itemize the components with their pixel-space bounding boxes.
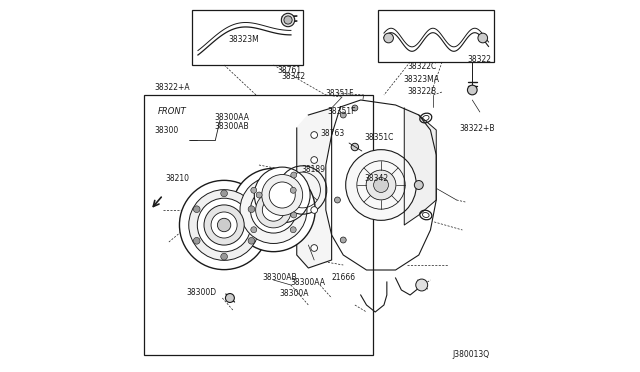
Text: 38300: 38300 — [154, 126, 179, 135]
Circle shape — [248, 206, 255, 212]
Circle shape — [384, 33, 394, 43]
Bar — [192, 10, 303, 65]
Circle shape — [269, 182, 295, 208]
Polygon shape — [297, 108, 332, 268]
Circle shape — [335, 197, 340, 203]
Circle shape — [414, 180, 423, 189]
Circle shape — [467, 85, 477, 95]
Text: 38322B: 38322B — [408, 87, 436, 96]
Circle shape — [351, 143, 358, 151]
Text: 38351C: 38351C — [365, 133, 394, 142]
Text: 38322+B: 38322+B — [460, 124, 495, 133]
Circle shape — [197, 198, 251, 252]
Text: 38763: 38763 — [320, 129, 344, 138]
Text: FRONT: FRONT — [158, 107, 187, 116]
Circle shape — [211, 212, 237, 238]
Text: 38300AB: 38300AB — [262, 273, 297, 282]
Circle shape — [218, 218, 231, 232]
Circle shape — [232, 169, 315, 252]
Circle shape — [221, 190, 227, 197]
Circle shape — [291, 212, 297, 218]
Text: 38761: 38761 — [277, 66, 301, 75]
Circle shape — [340, 112, 346, 118]
Circle shape — [366, 170, 396, 200]
Circle shape — [251, 187, 257, 193]
Text: 38323MA: 38323MA — [404, 76, 440, 84]
Circle shape — [291, 227, 296, 233]
Text: 38322: 38322 — [467, 55, 491, 64]
Text: 38300AA: 38300AA — [214, 113, 249, 122]
Circle shape — [291, 187, 296, 193]
Circle shape — [311, 132, 317, 138]
Circle shape — [311, 207, 317, 214]
Text: J380013Q: J380013Q — [452, 350, 489, 359]
Circle shape — [291, 172, 297, 178]
Circle shape — [340, 237, 346, 243]
Text: 38300A: 38300A — [279, 289, 308, 298]
Text: 21666: 21666 — [331, 273, 355, 282]
Circle shape — [311, 245, 317, 251]
Circle shape — [225, 294, 234, 302]
Circle shape — [193, 206, 200, 212]
Circle shape — [262, 174, 303, 215]
Circle shape — [352, 105, 358, 111]
Circle shape — [251, 227, 257, 233]
Circle shape — [256, 192, 262, 198]
Circle shape — [250, 187, 296, 233]
Circle shape — [311, 157, 317, 163]
Circle shape — [478, 33, 488, 43]
Circle shape — [189, 190, 259, 260]
Circle shape — [416, 279, 428, 291]
Polygon shape — [404, 108, 436, 225]
Circle shape — [282, 13, 295, 27]
Text: 38351F: 38351F — [326, 89, 354, 97]
Polygon shape — [326, 100, 436, 270]
Circle shape — [284, 16, 292, 24]
Circle shape — [240, 177, 307, 244]
Circle shape — [346, 150, 417, 220]
Text: 38300D: 38300D — [186, 288, 216, 296]
Circle shape — [248, 237, 255, 244]
Circle shape — [254, 167, 310, 223]
Circle shape — [255, 192, 291, 228]
Text: 38342: 38342 — [281, 72, 305, 81]
Circle shape — [179, 180, 269, 270]
Text: 38323M: 38323M — [229, 35, 260, 44]
Bar — [378, 10, 494, 62]
Text: 38300AA: 38300AA — [291, 278, 325, 287]
Circle shape — [193, 237, 200, 244]
Circle shape — [262, 199, 285, 221]
Text: 38300AB: 38300AB — [214, 122, 248, 131]
Circle shape — [374, 177, 388, 192]
Text: 38322+A: 38322+A — [154, 83, 190, 92]
Text: 38342: 38342 — [365, 174, 388, 183]
Circle shape — [221, 253, 227, 260]
Bar — [144, 95, 374, 355]
Text: 38210: 38210 — [166, 174, 189, 183]
Text: 38351F: 38351F — [328, 107, 356, 116]
Text: 38189: 38189 — [301, 165, 325, 174]
Circle shape — [204, 205, 244, 245]
Text: 38322C: 38322C — [408, 62, 436, 71]
